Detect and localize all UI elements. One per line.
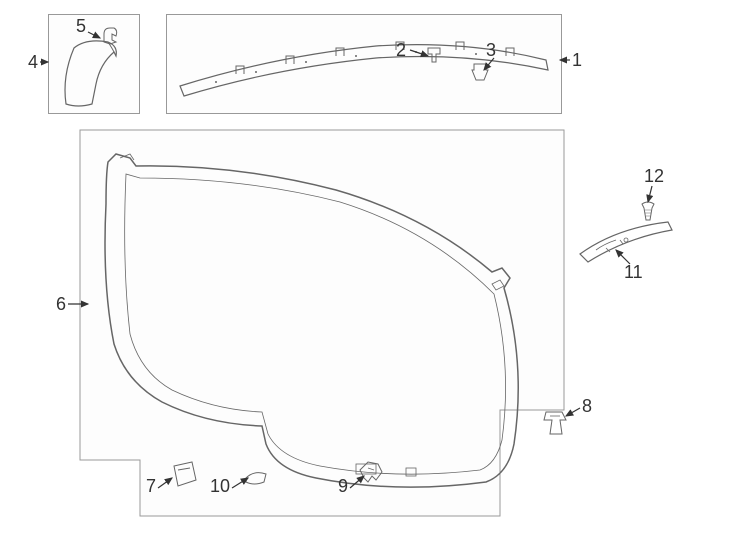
arrow-8 <box>566 408 580 416</box>
arrow-7 <box>158 478 172 488</box>
arrow-3 <box>484 58 494 70</box>
arrows-layer <box>0 0 734 540</box>
arrow-12 <box>648 186 652 202</box>
arrow-9 <box>350 476 364 488</box>
arrow-5 <box>88 32 100 38</box>
arrow-2 <box>410 50 428 56</box>
arrow-11 <box>616 250 630 264</box>
arrow-10 <box>232 478 248 488</box>
